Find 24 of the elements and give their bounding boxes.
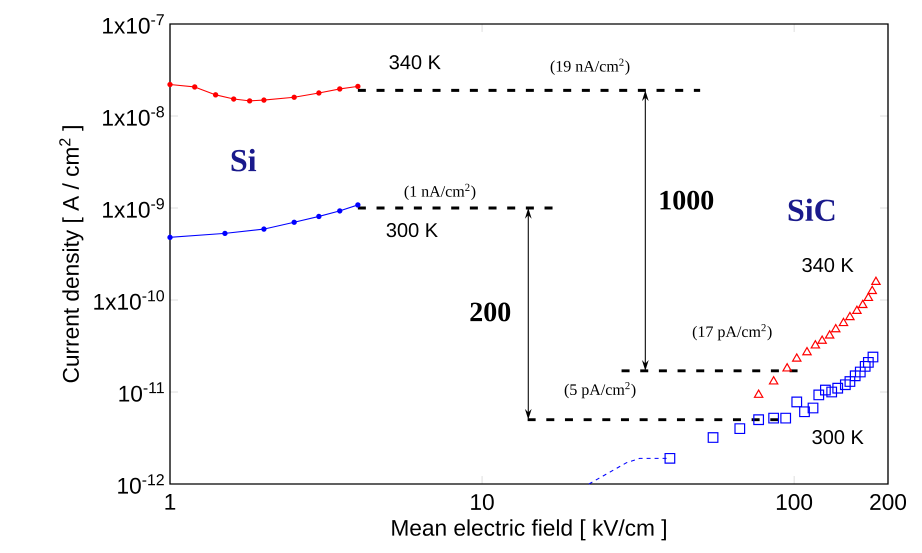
annotation: (19 nA/cm$^{2}$): [550, 58, 630, 75]
annotation: 1000: [660, 190, 714, 210]
x-tick-label: 100: [776, 494, 812, 510]
y-axis-title: Current density [ A / cm$^{2}$ ]: [59, 126, 84, 382]
annotation: (1 nA/cm$^{2}$): [404, 184, 476, 200]
annotation: SiC: [788, 198, 834, 222]
y-tick-label: 1x10$^{-10}$: [94, 290, 164, 310]
x-axis-title: Mean electric field [ kV/cm ]: [392, 519, 666, 540]
annotation: (17 pA/cm$^{2}$): [692, 324, 772, 340]
x-tick-label: 10: [471, 494, 494, 510]
y-tick-label: 1x10$^{-9}$: [103, 198, 164, 218]
annotation: 300 K: [386, 223, 438, 238]
annotation: 340 K: [802, 258, 854, 272]
annotation: Si: [232, 148, 256, 172]
y-tick-label: 10$^{-11}$: [119, 382, 164, 402]
y-tick-label: 1x10$^{-8}$: [103, 106, 164, 126]
annotation: 300 K: [812, 430, 864, 444]
annotation: 200: [470, 302, 510, 322]
x-tick-label: 200: [870, 494, 906, 510]
y-tick-label: 1x10$^{-7}$: [103, 14, 164, 34]
annotation: 340 K: [389, 55, 441, 70]
annotation: (5 pA/cm$^{2}$): [564, 382, 636, 398]
x-tick-label: 1: [165, 494, 176, 510]
y-tick-label: 10$^{-12}$: [118, 474, 164, 494]
